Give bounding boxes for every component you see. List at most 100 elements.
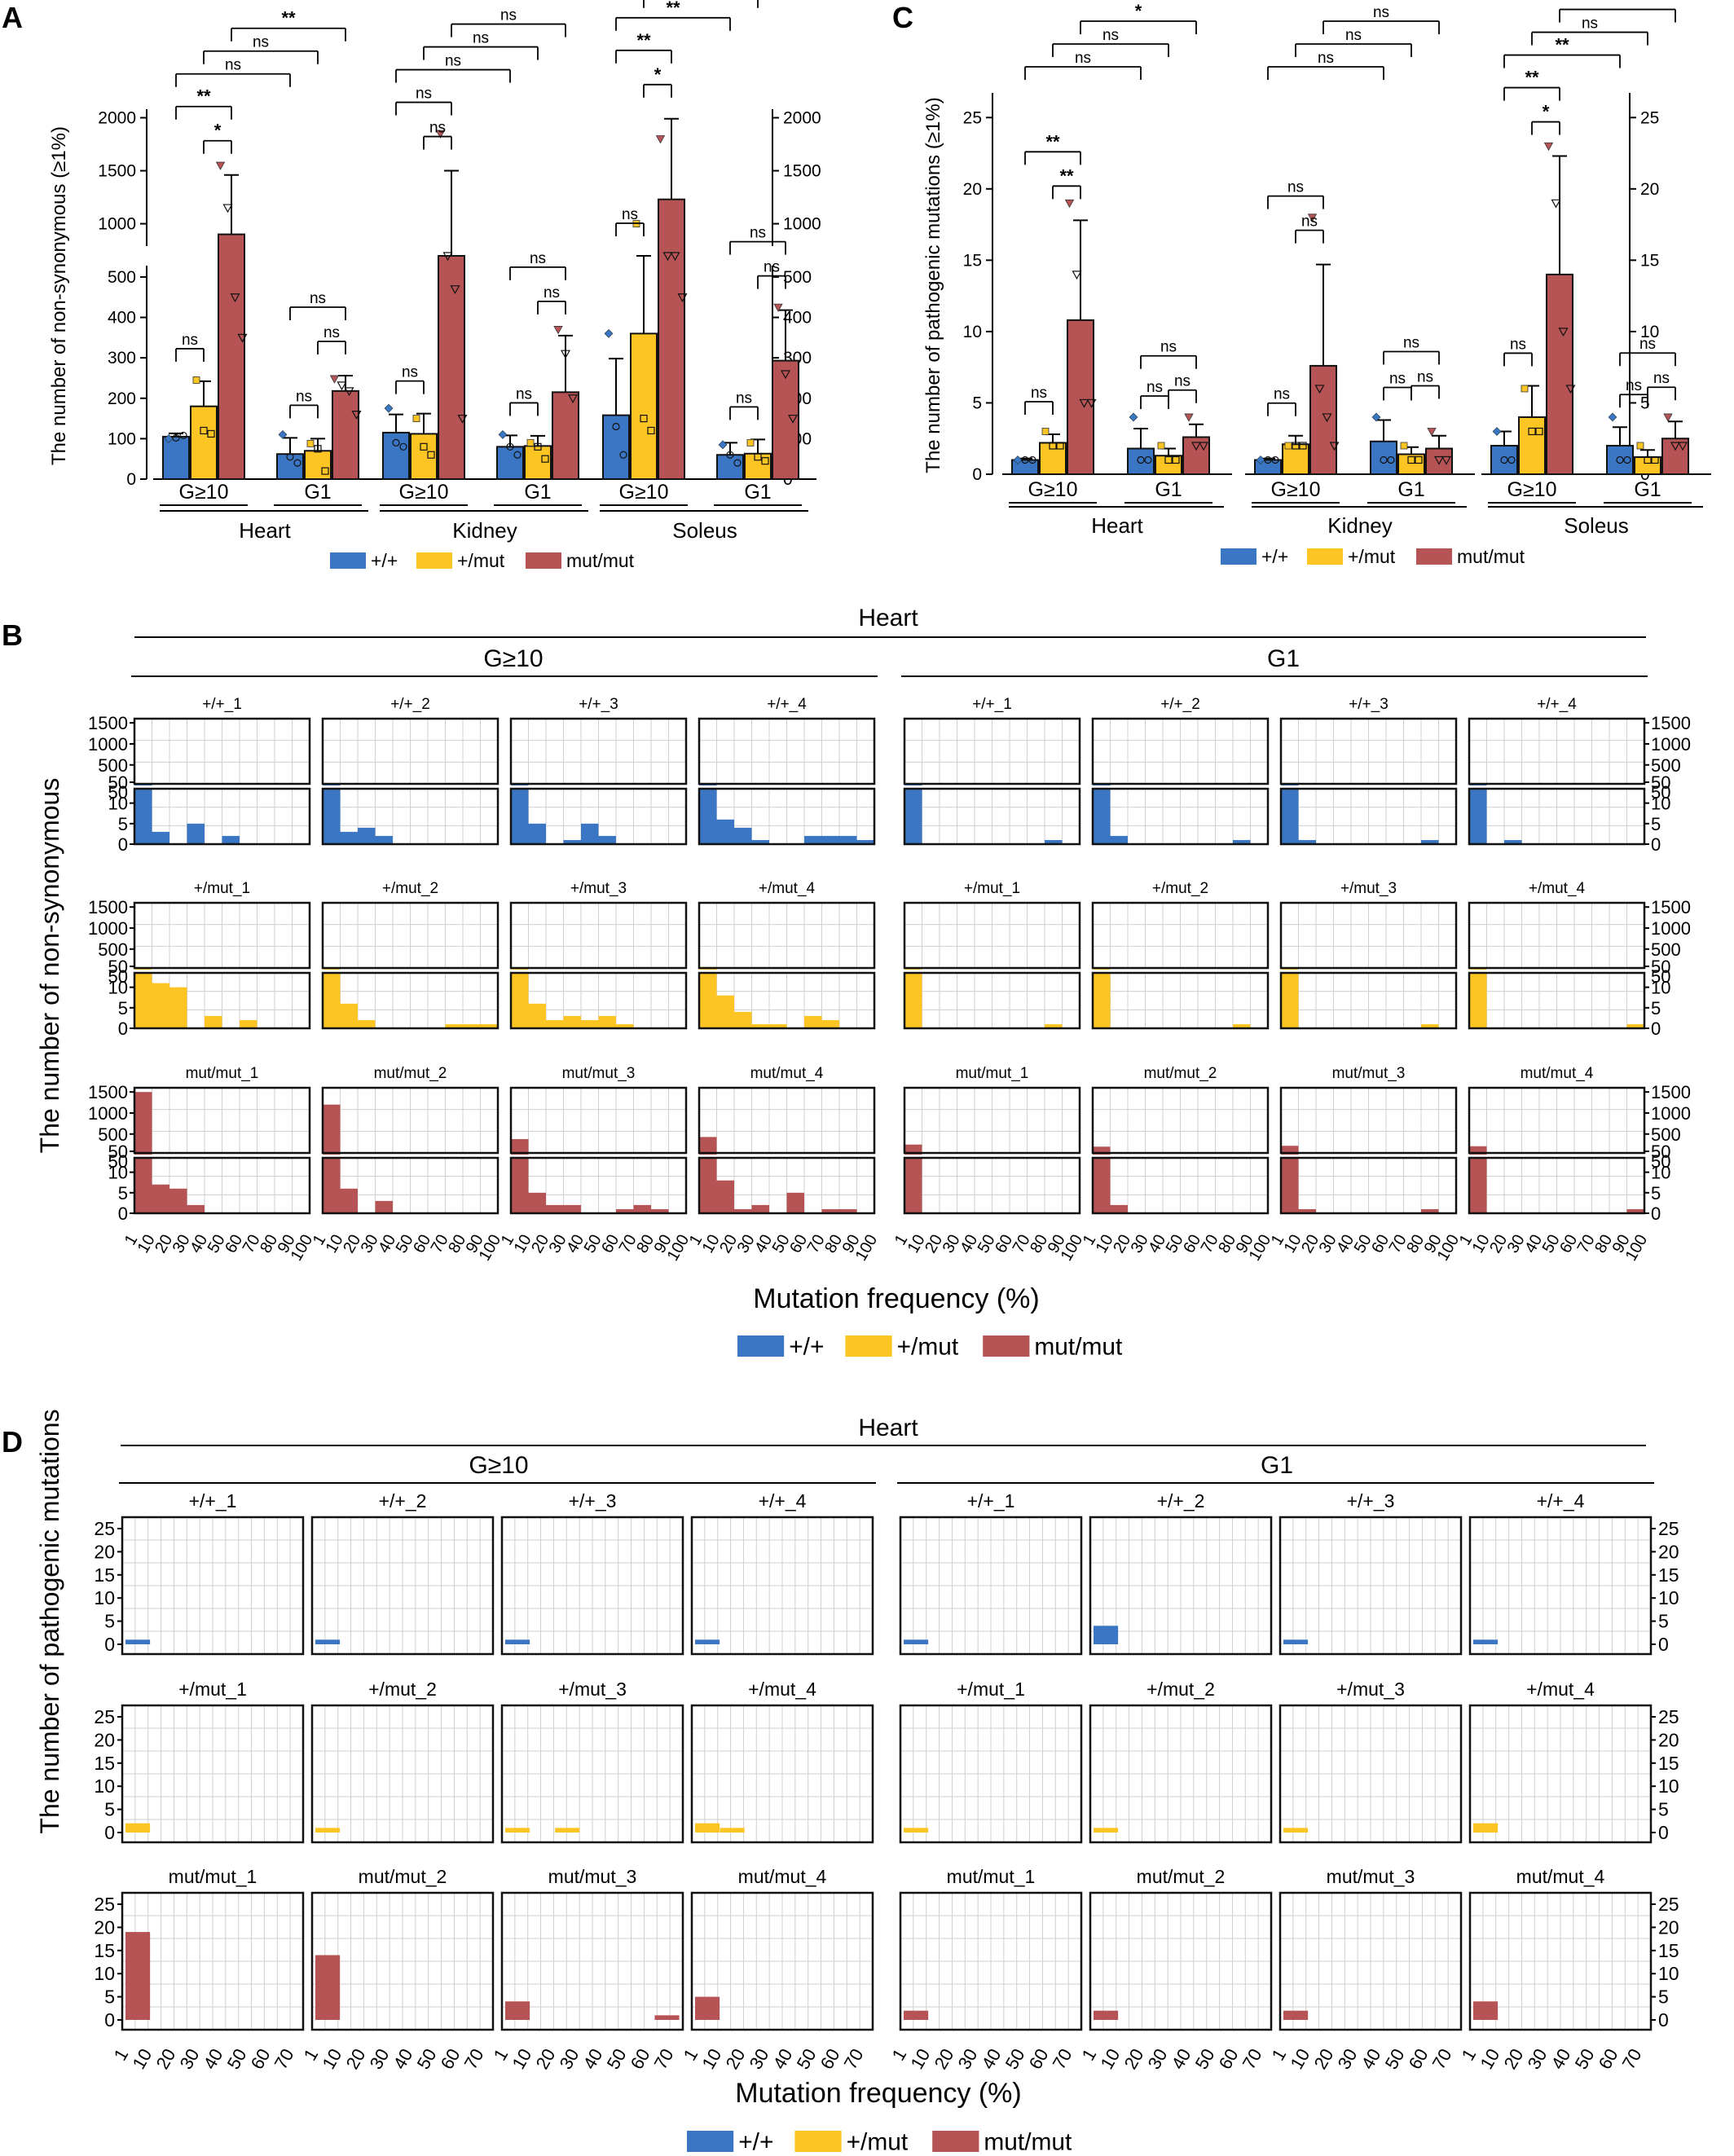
panel-a-point [293,459,301,467]
panel-d-subplot-border [121,1704,305,1844]
panel-d-subplot-title: +/mut_3 [558,1679,627,1700]
panel-d-subplot-border [310,1891,495,2031]
panel-b-bar [1233,839,1251,844]
panel-c-point [1144,455,1152,464]
panel-b-subplot-border [321,787,500,846]
panel-b-bar [358,1019,376,1028]
panel-d-xtick-label: 40 [1547,2045,1575,2073]
panel-d-xtick-label: 10 [906,2045,934,2073]
panel-d-ytick-label: 25 [94,1518,115,1539]
panel-d-subplot-title: mut/mut_4 [1516,1866,1605,1887]
panel-a-ytick-label: 1000 [783,215,821,234]
panel-b-bar [375,835,393,844]
panel-a-point [677,293,688,302]
panel-d-bar [904,1828,929,1833]
panel-d-xtick-label: 70 [1049,2045,1076,2073]
panel-c-ytick-label: 15 [963,251,982,270]
panel-b-subplot-border [903,1086,1081,1155]
panel-b-bar [1626,1023,1644,1028]
panel-a-point [384,403,394,413]
panel-b-ytick-label: 50 [108,782,128,803]
panel-d-subplot-border [690,1891,874,2031]
panel-d-subplot-title: +/mut_1 [178,1679,247,1700]
panel-c-sig-bracket-label: ns [1389,370,1406,387]
panel-c-sig-bracket-label: ns [1160,339,1177,356]
panel-b-bar [528,823,546,844]
panel-c-point [1329,442,1340,451]
panel-d-ytick-label: 5 [1658,1799,1669,1820]
panel-a-point [647,426,655,435]
panel-b-ytick-label: 5 [118,998,128,1019]
panel-c-ytick-label: 25 [1640,108,1659,127]
panel-c-legend-swatch-2 [1416,548,1452,565]
panel-c-point [1616,455,1624,464]
panel-a-cross-bracket-label: ns [473,30,489,47]
panel-d-subplot-border [1468,1891,1653,2031]
panel-b-bar [1045,1023,1063,1028]
panel-b-subplot-border [133,787,311,846]
panel-b-bar [528,1003,546,1028]
panel-b-bar [546,1019,564,1028]
panel-a-point [286,453,294,461]
panel-d-xtick-label: 30 [366,2045,394,2073]
panel-d-subplot-border [500,1516,684,1656]
panel-c-cross-bracket-label: * [1135,1,1142,21]
panel-d-bar [654,2015,680,2020]
panel-a-sig-bracket-label: ns [402,364,418,381]
panel-d-ytick-label: 15 [1658,1564,1679,1586]
panel-d-bar [1283,2010,1309,2020]
panel-d-xtick-label: 50 [1381,2045,1409,2073]
panel-c-cross-bracket-label: ns [1102,27,1119,44]
panel-c-cross-bracket-label: ns [1345,27,1362,44]
panel-d-xtick-label: 20 [532,2045,560,2073]
panel-c-ytick-label: 15 [1640,251,1659,270]
panel-a-point [427,451,435,459]
panel-d-xtick-label: 60 [437,2045,464,2073]
panel-c-group-label: G≥10 [1507,478,1557,501]
panel-c-point [1677,442,1688,451]
panel-b-bar [1093,973,1111,1028]
panel-b-subplot-border [509,971,688,1030]
panel-c-point [1072,271,1082,280]
panel-b-bar [340,1188,358,1213]
panel-a-sig-bracket-label: ns [764,259,780,276]
panel-d-xtick-label: 10 [1286,2045,1314,2073]
panel-c-group-label: G1 [1634,478,1661,501]
panel-b-bar [904,973,922,1028]
panel-c-point [1651,455,1659,464]
panel-b-ytick-label: 1000 [1651,734,1691,755]
panel-c-bar [1182,436,1210,475]
panel-d-ytick-label: 0 [104,1822,115,1843]
panel-a-sig-bracket-label: ns [416,86,432,103]
panel-d-bar [1094,2010,1119,2020]
panel-b-subplot-title: +/mut_3 [1340,880,1397,897]
panel-d-bar [695,1823,720,1833]
panel-b-bar [1421,1208,1439,1213]
panel-c-cross-bracket-label: ** [1610,0,1625,10]
panel-a-point [670,252,680,262]
panel-d-legend-swatch-0 [687,2131,734,2152]
panel-b-subplot-border [1279,1086,1458,1155]
panel-b-bar [152,983,169,1028]
panel-b-subplot-title: +/+_2 [1160,696,1200,713]
panel-b-bar [1110,835,1128,844]
panel-c-point [1013,455,1023,464]
panel-d-ytick-label: 10 [94,1775,115,1797]
panel-d-bar [695,1996,720,2020]
panel-d-xtick-label: 60 [247,2045,275,2073]
panel-a-point [230,293,240,302]
panel-b-subplot-title: mut/mut_2 [1144,1065,1217,1082]
panel-d-subplot-title: mut/mut_1 [169,1866,257,1887]
panel-a-point [787,414,799,424]
panel-c-cross-bracket-label: ns [1582,15,1598,33]
panel-c-point [1284,442,1292,450]
panel-b-bar [804,1015,822,1028]
panel-b-bar [904,1158,922,1213]
panel-b-ytick-label: 50 [1651,1142,1670,1162]
panel-b-bar [445,1023,463,1028]
panel-b-bar [699,1137,717,1155]
panel-a-ytick-label: 0 [126,470,136,489]
panel-b-ytick-label: 50 [1651,782,1670,803]
panel-a-sig-bracket-label: ** [196,86,211,107]
panel-b-bar [169,1188,187,1213]
